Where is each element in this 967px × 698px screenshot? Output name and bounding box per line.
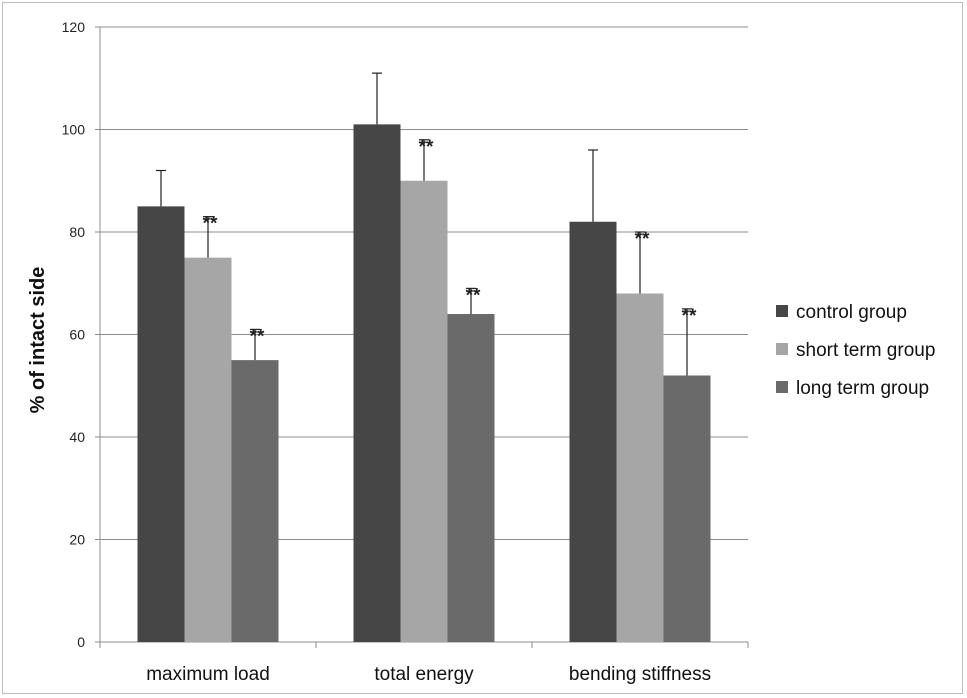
legend-label-0: control group (796, 302, 907, 323)
significance-mark-2-1: ** (635, 229, 650, 250)
legend-swatch-0 (776, 305, 788, 317)
bar-0-1 (184, 257, 232, 642)
x-tick-label-0: maximum load (146, 664, 270, 685)
bar-2-0 (569, 221, 617, 642)
legend: control group short term group long term g… (776, 302, 935, 399)
bar-0-0 (137, 206, 185, 642)
y-tick-label-6: 120 (62, 19, 86, 35)
bar-1-2 (447, 314, 495, 642)
legend-label-1: short term group (796, 340, 935, 361)
bar-2-2 (663, 375, 711, 642)
y-tick-label-1: 20 (69, 532, 85, 548)
labels: 0 20 40 60 80 100 120 ** ** maximum load ** ** total… (62, 19, 711, 685)
y-tick-label-4: 80 (69, 224, 85, 240)
y-tick-label-5: 100 (62, 122, 86, 138)
y-tick-label-3: 60 (69, 327, 85, 343)
significance-mark-0-2: ** (250, 326, 265, 347)
bar-1-1 (400, 180, 448, 642)
bars (137, 72, 711, 642)
significance-mark-0-1: ** (203, 214, 218, 235)
significance-mark-1-1: ** (419, 137, 434, 158)
bar-1-0 (353, 124, 401, 642)
y-axis-title: % of intact side (27, 267, 49, 414)
bar-2-1 (616, 293, 664, 642)
significance-mark-2-2: ** (682, 306, 697, 327)
x-tick-label-1: total energy (374, 664, 474, 685)
legend-swatch-1 (776, 343, 788, 355)
legend-label-2: long term group (796, 378, 929, 399)
x-tick-label-2: bending stiffness (569, 664, 711, 685)
bar-0-2 (231, 360, 279, 642)
legend-swatch-2 (776, 381, 788, 393)
y-tick-label-2: 40 (69, 429, 85, 445)
significance-mark-1-2: ** (466, 285, 481, 306)
y-tick-label-0: 0 (77, 634, 85, 650)
